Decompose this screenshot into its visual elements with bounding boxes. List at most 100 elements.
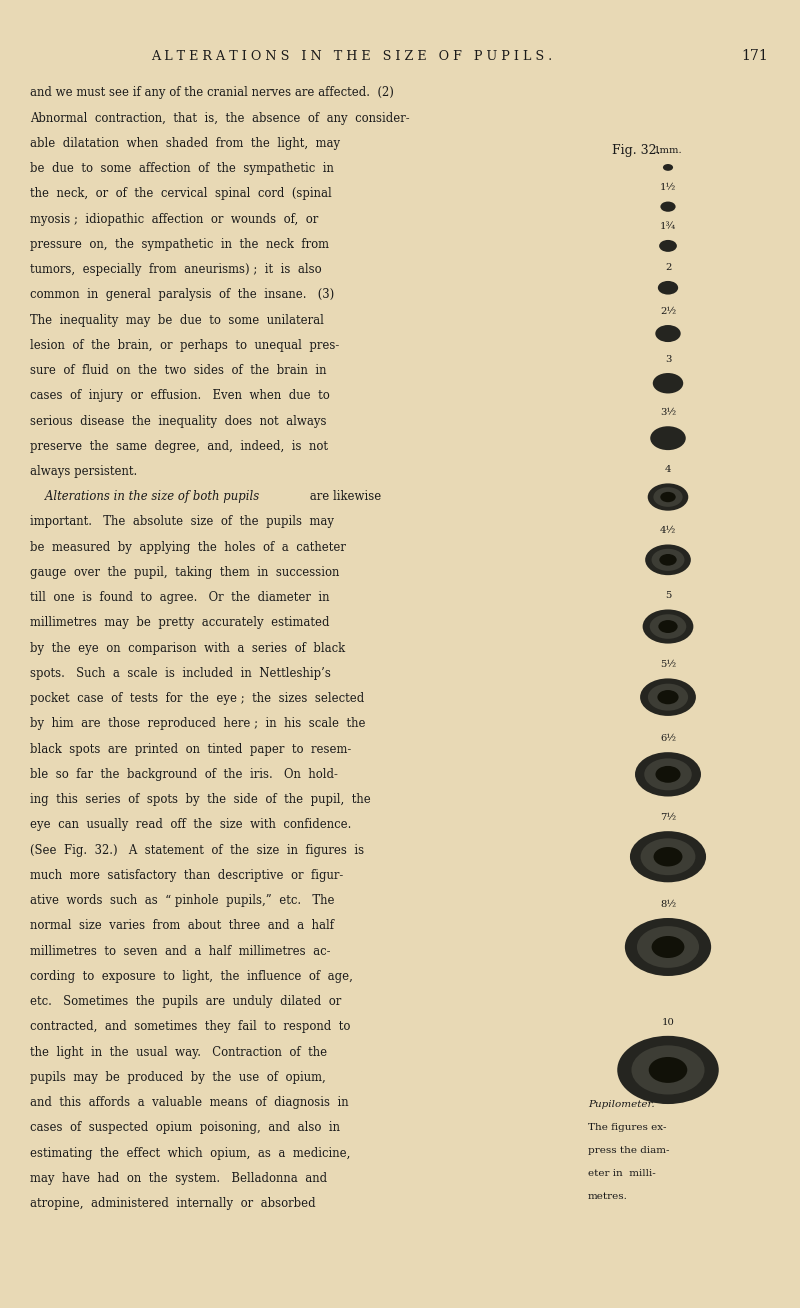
Text: 6½: 6½ xyxy=(660,734,676,743)
Text: millimetres  to  seven  and  a  half  millimetres  ac-: millimetres to seven and a half millimet… xyxy=(30,944,331,957)
Ellipse shape xyxy=(637,926,699,968)
Ellipse shape xyxy=(650,615,686,638)
Ellipse shape xyxy=(645,544,691,576)
Text: always persistent.: always persistent. xyxy=(30,464,138,477)
Ellipse shape xyxy=(642,610,694,644)
Ellipse shape xyxy=(625,918,711,976)
Ellipse shape xyxy=(654,487,682,508)
Text: serious  disease  the  inequality  does  not  always: serious disease the inequality does not … xyxy=(30,415,327,428)
Ellipse shape xyxy=(640,679,696,715)
Text: 7½: 7½ xyxy=(660,814,676,821)
Text: 5½: 5½ xyxy=(660,661,676,670)
Text: Fig. 32.: Fig. 32. xyxy=(612,144,660,157)
Ellipse shape xyxy=(659,239,677,252)
Text: pupils  may  be  produced  by  the  use  of  opium,: pupils may be produced by the use of opi… xyxy=(30,1071,326,1084)
Ellipse shape xyxy=(663,164,673,171)
Ellipse shape xyxy=(658,691,678,704)
Text: 171: 171 xyxy=(742,50,768,63)
Ellipse shape xyxy=(658,620,678,633)
Text: normal  size  varies  from  about  three  and  a  half: normal size varies from about three and … xyxy=(30,920,334,933)
Text: be  measured  by  applying  the  holes  of  a  catheter: be measured by applying the holes of a c… xyxy=(30,540,346,553)
Ellipse shape xyxy=(660,201,676,212)
Text: A L T E R A T I O N S   I N   T H E   S I Z E   O F   P U P I L S .: A L T E R A T I O N S I N T H E S I Z E … xyxy=(151,50,553,63)
Text: 3½: 3½ xyxy=(660,408,676,417)
Text: 4½: 4½ xyxy=(660,526,676,535)
Text: and we must see if any of the cranial nerves are affected.  (2): and we must see if any of the cranial ne… xyxy=(30,86,394,99)
Text: 2: 2 xyxy=(665,263,671,272)
Text: The figures ex-: The figures ex- xyxy=(588,1124,666,1131)
Text: millimetres  may  be  pretty  accurately  estimated: millimetres may be pretty accurately est… xyxy=(30,616,330,629)
Text: be  due  to  some  affection  of  the  sympathetic  in: be due to some affection of the sympathe… xyxy=(30,162,334,175)
Text: 3: 3 xyxy=(665,354,671,364)
Text: important.   The  absolute  size  of  the  pupils  may: important. The absolute size of the pupi… xyxy=(30,515,334,528)
Text: ative  words  such  as  “ pinhole  pupils,”  etc.   The: ative words such as “ pinhole pupils,” e… xyxy=(30,895,335,908)
Text: Pupilometer.: Pupilometer. xyxy=(588,1100,654,1109)
Ellipse shape xyxy=(655,324,681,343)
Ellipse shape xyxy=(658,281,678,294)
Text: Abnormal  contraction,  that  is,  the  absence  of  any  consider-: Abnormal contraction, that is, the absen… xyxy=(30,111,410,124)
Ellipse shape xyxy=(650,426,686,450)
Text: 8½: 8½ xyxy=(660,900,676,909)
Text: common  in  general  paralysis  of  the  insane.   (3): common in general paralysis of the insan… xyxy=(30,288,334,301)
Text: the  neck,  or  of  the  cervical  spinal  cord  (spinal: the neck, or of the cervical spinal cord… xyxy=(30,187,332,200)
Text: press the diam-: press the diam- xyxy=(588,1146,670,1155)
Text: The  inequality  may  be  due  to  some  unilateral: The inequality may be due to some unilat… xyxy=(30,314,324,327)
Text: ble  so  far  the  background  of  the  iris.   On  hold-: ble so far the background of the iris. O… xyxy=(30,768,338,781)
Text: spots.   Such  a  scale  is  included  in  Nettleship’s: spots. Such a scale is included in Nettl… xyxy=(30,667,331,680)
Text: pressure  on,  the  sympathetic  in  the  neck  from: pressure on, the sympathetic in the neck… xyxy=(30,238,330,251)
Text: much  more  satisfactory  than  descriptive  or  figur-: much more satisfactory than descriptive … xyxy=(30,869,344,882)
Text: by  the  eye  on  comparison  with  a  series  of  black: by the eye on comparison with a series o… xyxy=(30,642,346,655)
Text: gauge  over  the  pupil,  taking  them  in  succession: gauge over the pupil, taking them in suc… xyxy=(30,566,340,579)
Text: lesion  of  the  brain,  or  perhaps  to  unequal  pres-: lesion of the brain, or perhaps to unequ… xyxy=(30,339,340,352)
Ellipse shape xyxy=(635,752,701,797)
Text: myosis ;  idiopathic  affection  or  wounds  of,  or: myosis ; idiopathic affection or wounds … xyxy=(30,212,318,225)
Text: 4: 4 xyxy=(665,466,671,475)
Text: eye  can  usually  read  off  the  size  with  confidence.: eye can usually read off the size with c… xyxy=(30,819,352,832)
Text: cases  of  suspected  opium  poisoning,  and  also  in: cases of suspected opium poisoning, and … xyxy=(30,1121,341,1134)
Ellipse shape xyxy=(660,492,676,502)
Text: (See  Fig.  32.)   A  statement  of  the  size  in  figures  is: (See Fig. 32.) A statement of the size i… xyxy=(30,844,365,857)
Text: able  dilatation  when  shaded  from  the  light,  may: able dilatation when shaded from the lig… xyxy=(30,137,341,150)
Text: by  him  are  those  reproduced  here ;  in  his  scale  the: by him are those reproduced here ; in hi… xyxy=(30,717,366,730)
Text: 1mm.: 1mm. xyxy=(654,146,682,154)
Text: pocket  case  of  tests  for  the  eye ;  the  sizes  selected: pocket case of tests for the eye ; the s… xyxy=(30,692,365,705)
Ellipse shape xyxy=(631,1045,705,1095)
Ellipse shape xyxy=(630,831,706,883)
Ellipse shape xyxy=(648,684,688,710)
Text: are likewise: are likewise xyxy=(306,490,382,504)
Text: metres.: metres. xyxy=(588,1192,628,1201)
Text: cording  to  exposure  to  light,  the  influence  of  age,: cording to exposure to light, the influe… xyxy=(30,969,354,982)
Text: sure  of  fluid  on  the  two  sides  of  the  brain  in: sure of fluid on the two sides of the br… xyxy=(30,364,327,377)
Text: eter in  milli-: eter in milli- xyxy=(588,1169,656,1177)
Ellipse shape xyxy=(649,1057,687,1083)
Text: contracted,  and  sometimes  they  fail  to  respond  to: contracted, and sometimes they fail to r… xyxy=(30,1020,350,1033)
Text: ing  this  series  of  spots  by  the  side  of  the  pupil,  the: ing this series of spots by the side of … xyxy=(30,793,371,806)
Text: and  this  affords  a  valuable  means  of  diagnosis  in: and this affords a valuable means of dia… xyxy=(30,1096,349,1109)
Ellipse shape xyxy=(655,766,681,782)
Text: Alterations in the size of both pupils: Alterations in the size of both pupils xyxy=(30,490,260,504)
Text: 10: 10 xyxy=(662,1018,674,1027)
Ellipse shape xyxy=(648,484,688,510)
Text: 1½: 1½ xyxy=(660,183,676,192)
Text: 2½: 2½ xyxy=(660,307,676,315)
Text: cases  of  injury  or  effusion.   Even  when  due  to: cases of injury or effusion. Even when d… xyxy=(30,390,330,403)
Text: 1¾: 1¾ xyxy=(660,222,676,230)
Text: may  have  had  on  the  system.   Belladonna  and: may have had on the system. Belladonna a… xyxy=(30,1172,327,1185)
Text: 5: 5 xyxy=(665,591,671,600)
Text: preserve  the  same  degree,  and,  indeed,  is  not: preserve the same degree, and, indeed, i… xyxy=(30,439,328,453)
Ellipse shape xyxy=(641,838,695,875)
Ellipse shape xyxy=(653,373,683,394)
Ellipse shape xyxy=(659,555,677,565)
Text: etc.   Sometimes  the  pupils  are  unduly  dilated  or: etc. Sometimes the pupils are unduly dil… xyxy=(30,995,342,1008)
Text: black  spots  are  printed  on  tinted  paper  to  resem-: black spots are printed on tinted paper … xyxy=(30,743,352,756)
Text: tumors,  especially  from  aneurisms) ;  it  is  also: tumors, especially from aneurisms) ; it … xyxy=(30,263,322,276)
Ellipse shape xyxy=(651,549,685,570)
Ellipse shape xyxy=(644,759,692,790)
Text: estimating  the  effect  which  opium,  as  a  medicine,: estimating the effect which opium, as a … xyxy=(30,1147,350,1160)
Text: atropine,  administered  internally  or  absorbed: atropine, administered internally or abs… xyxy=(30,1197,316,1210)
Text: till  one  is  found  to  agree.   Or  the  diameter  in: till one is found to agree. Or the diame… xyxy=(30,591,330,604)
Ellipse shape xyxy=(654,848,682,866)
Ellipse shape xyxy=(652,937,684,957)
Text: the  light  in  the  usual  way.   Contraction  of  the: the light in the usual way. Contraction … xyxy=(30,1045,327,1058)
Ellipse shape xyxy=(618,1036,718,1104)
